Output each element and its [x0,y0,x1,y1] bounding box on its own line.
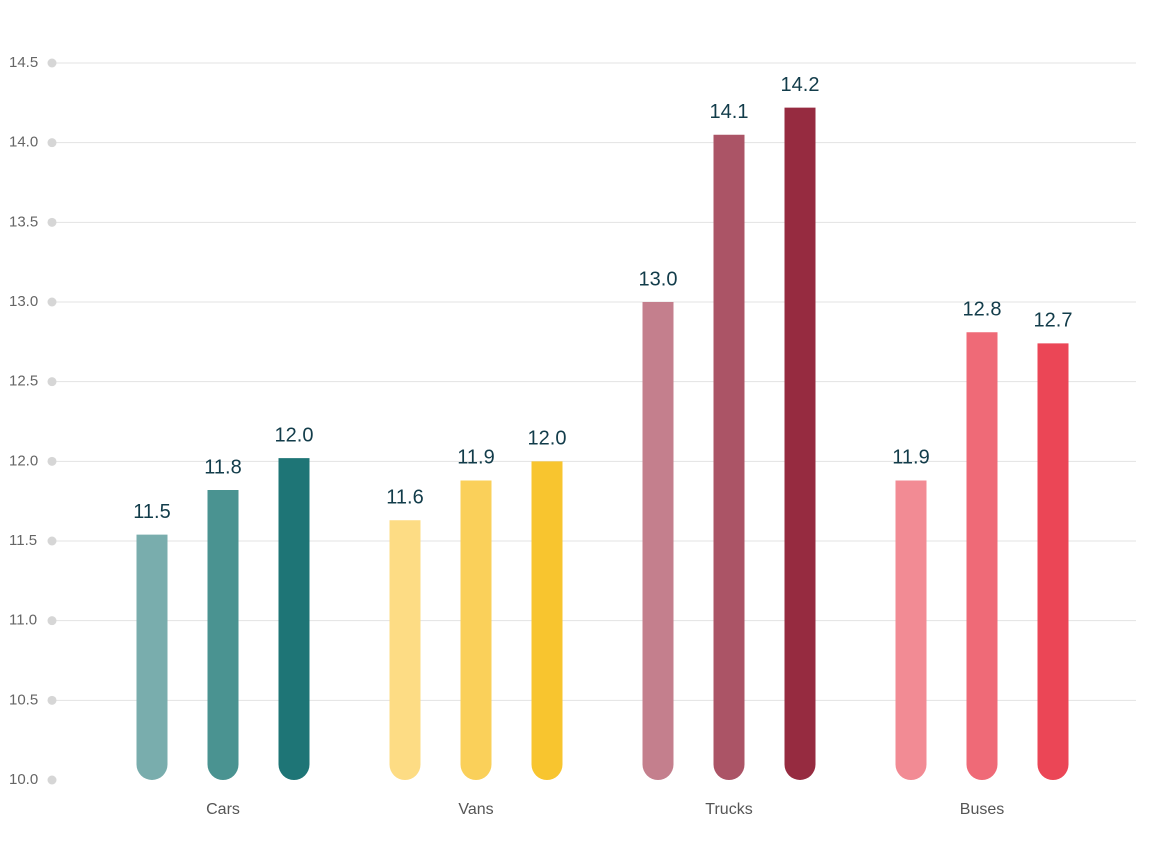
data-label: 11.9 [457,447,494,469]
x-category-label: Buses [960,801,1004,818]
data-label: 11.6 [386,487,423,509]
y-tick-label: 13.5 [9,213,38,230]
y-tick-label: 10.0 [9,771,38,788]
y-tick-dot [47,456,57,466]
y-tick-dot [47,616,57,626]
y-tick-dot [47,536,57,546]
bar-buses-2 [966,332,998,780]
data-label: 14.2 [781,74,820,96]
y-tick-dot [47,138,57,148]
bar-trucks-2 [713,134,745,780]
y-tick-dot [47,58,57,68]
data-label: 12.7 [1034,310,1073,332]
data-label: 11.5 [133,501,170,523]
y-tick-dot [47,297,57,307]
data-label: 12.8 [963,299,1002,321]
data-label: 11.8 [204,456,241,478]
bar-vans-3 [531,461,563,780]
bar-vans-2 [460,480,492,780]
data-label: 13.0 [639,268,678,290]
y-tick-dot [47,775,57,785]
y-tick-label: 11.5 [9,532,37,549]
bar-buses-3 [1037,343,1069,780]
y-tick-label: 13.0 [9,293,38,310]
data-label: 12.0 [528,428,567,450]
bar-cars-2 [207,490,239,780]
bar-trucks-1 [642,302,674,780]
bar-trucks-3 [784,107,816,780]
y-tick-label: 14.5 [9,54,38,71]
data-label: 12.0 [275,424,314,446]
y-tick-dot [47,217,57,227]
y-tick-label: 12.5 [9,373,38,390]
y-tick-label: 14.0 [9,134,38,151]
x-category-label: Cars [206,801,240,818]
bar-buses-1 [895,480,927,780]
y-tick-label: 10.5 [9,691,38,708]
y-tick-label: 12.0 [9,452,38,469]
x-category-label: Trucks [705,801,752,818]
bar-cars-1 [136,534,168,780]
bars-layer [136,107,1069,780]
bar-cars-3 [278,458,310,780]
y-tick-label: 11.0 [9,612,37,629]
bar-vans-1 [389,520,421,780]
y-tick-dot [47,695,57,705]
data-label: 11.9 [892,447,929,469]
data-label: 14.1 [710,101,749,123]
x-category-label: Vans [458,801,493,818]
labels-layer: 10.0 10.5 11.0 11.5 12.0 12.5 13.0 13.5 14.0 14.5… [9,54,1072,818]
y-tick-dot [47,377,57,387]
